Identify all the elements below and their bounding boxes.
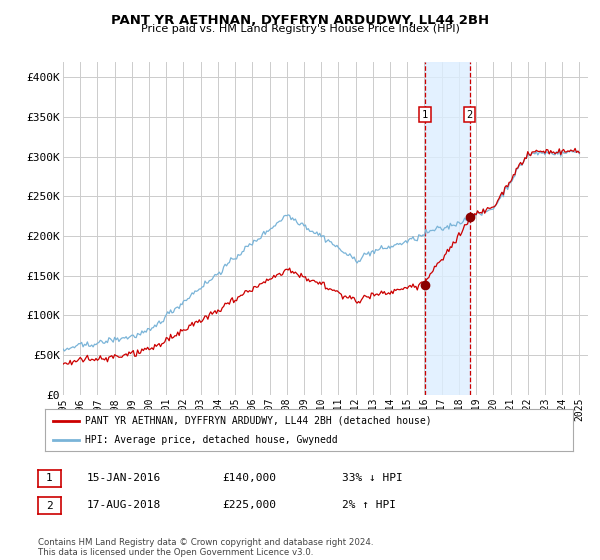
Text: Price paid vs. HM Land Registry's House Price Index (HPI): Price paid vs. HM Land Registry's House … <box>140 24 460 34</box>
Text: Contains HM Land Registry data © Crown copyright and database right 2024.
This d: Contains HM Land Registry data © Crown c… <box>38 538 373 557</box>
Text: 1: 1 <box>46 473 53 483</box>
Text: £140,000: £140,000 <box>222 473 276 483</box>
Text: 1: 1 <box>422 110 428 120</box>
Text: 2: 2 <box>46 501 53 511</box>
Text: PANT YR AETHNAN, DYFFRYN ARDUDWY, LL44 2BH: PANT YR AETHNAN, DYFFRYN ARDUDWY, LL44 2… <box>111 14 489 27</box>
Text: 2% ↑ HPI: 2% ↑ HPI <box>342 500 396 510</box>
Bar <box>425 62 470 395</box>
Text: £225,000: £225,000 <box>222 500 276 510</box>
Text: 2: 2 <box>467 110 473 120</box>
Text: PANT YR AETHNAN, DYFFRYN ARDUDWY, LL44 2BH (detached house): PANT YR AETHNAN, DYFFRYN ARDUDWY, LL44 2… <box>85 416 431 426</box>
Text: HPI: Average price, detached house, Gwynedd: HPI: Average price, detached house, Gwyn… <box>85 435 337 445</box>
Text: 33% ↓ HPI: 33% ↓ HPI <box>342 473 403 483</box>
Text: 15-JAN-2016: 15-JAN-2016 <box>87 473 161 483</box>
Text: 17-AUG-2018: 17-AUG-2018 <box>87 500 161 510</box>
